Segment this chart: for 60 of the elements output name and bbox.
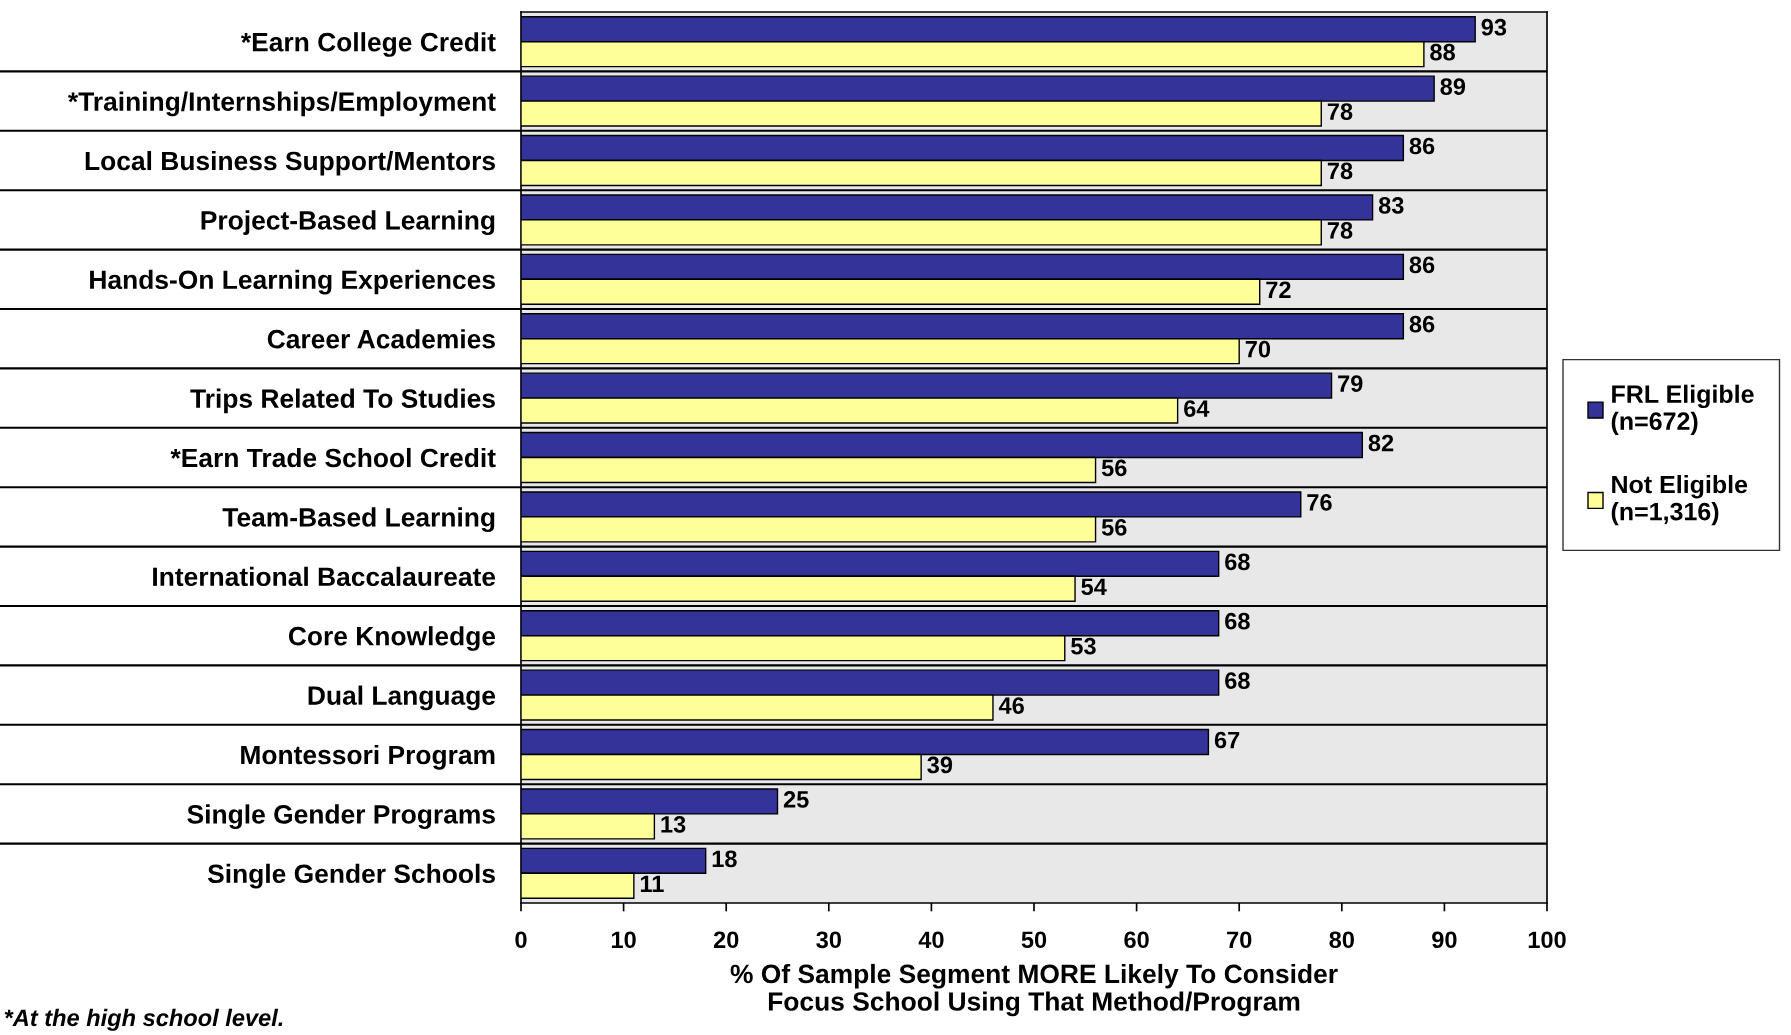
y-tick-label: Montessori Program — [241, 744, 495, 770]
y-tick-label: Hands-On Learning Experiences — [90, 269, 495, 295]
y-tick-label: Core Knowledge — [288, 626, 496, 651]
data-label: 78 — [1327, 162, 1353, 180]
data-label: 46 — [998, 697, 1024, 714]
y-tick-label: *Earn Trade School Credit — [170, 447, 496, 468]
data-label: 86 — [1409, 256, 1435, 274]
y-tick-label: Single Gender Schools — [207, 863, 495, 889]
x-tick-label: 60 — [1124, 931, 1149, 949]
data-label: 78 — [1327, 221, 1353, 239]
y-tick-label: *Earn College Credit — [240, 32, 496, 57]
y-tick-label: Project-Based Learning — [201, 210, 495, 236]
data-label: 88 — [1430, 43, 1455, 61]
legend-label: FRL Eligible (n=672) — [1611, 384, 1754, 435]
data-label: 72 — [1266, 281, 1291, 298]
data-label: 11 — [640, 875, 664, 892]
x-tick-label: 100 — [1528, 931, 1566, 949]
y-tick-label: Trips Related To Studies — [190, 388, 495, 414]
data-label: 78 — [1327, 103, 1353, 120]
y-tick-label: International Baccalaureate — [153, 566, 496, 587]
x-tick-label: 40 — [918, 931, 944, 949]
x-tick-label: 50 — [1021, 931, 1047, 949]
x-tick-label: 70 — [1227, 931, 1252, 949]
data-label: 86 — [1409, 315, 1435, 333]
data-label: 93 — [1481, 18, 1507, 36]
x-tick-label: 30 — [816, 931, 841, 949]
x-tick-label: 80 — [1329, 931, 1354, 949]
data-label: 53 — [1071, 637, 1096, 655]
legend-label: Not Eligible (n=1,316) — [1611, 475, 1748, 526]
data-label: 67 — [1214, 731, 1240, 749]
y-tick-label: *Training/Internships/Employment — [67, 91, 496, 117]
data-label: 68 — [1225, 672, 1250, 689]
data-label: 25 — [783, 791, 809, 808]
y-tick-label: Local Business Support/Mentors — [85, 150, 495, 176]
y-tick-label: Career Academies — [267, 329, 495, 349]
data-label: 13 — [661, 815, 686, 833]
text: *At the high school level. — [4, 1008, 283, 1031]
data-label: 86 — [1409, 137, 1435, 155]
data-label: 82 — [1368, 434, 1394, 452]
data-label: 64 — [1184, 400, 1210, 417]
data-label: 68 — [1225, 553, 1250, 571]
data-label: 68 — [1225, 612, 1250, 630]
x-tick-label: 90 — [1432, 931, 1457, 949]
data-label: 79 — [1338, 375, 1363, 392]
data-label: 39 — [927, 756, 953, 774]
data-label: 83 — [1378, 197, 1404, 214]
data-label: 76 — [1307, 494, 1332, 511]
x-axis-title: % Of Sample Segment MORE Likely To Consider Focus School Using That Method/Program — [730, 963, 1338, 1017]
y-tick-label: Team-Based Learning — [222, 507, 495, 533]
data-label: 18 — [712, 850, 737, 868]
x-tick-label: 0 — [515, 931, 527, 949]
y-tick-label: Dual Language — [308, 685, 496, 711]
y-tick-label: Single Gender Programs — [187, 804, 495, 830]
x-tick-label: 20 — [713, 931, 739, 949]
data-label: 89 — [1440, 78, 1466, 95]
x-tick-label: 10 — [611, 931, 636, 949]
data-label: 56 — [1101, 459, 1127, 477]
data-label: 54 — [1081, 578, 1107, 596]
data-label: 56 — [1101, 518, 1127, 536]
data-label: 70 — [1245, 340, 1271, 358]
